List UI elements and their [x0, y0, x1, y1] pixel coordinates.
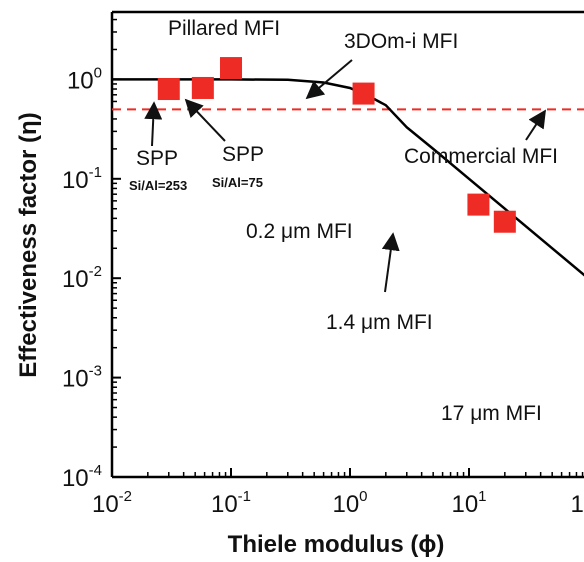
- y-tick-label: 10-2: [62, 263, 102, 293]
- label-commercial: Commercial MFI: [404, 145, 558, 168]
- x-tick-label: 102: [570, 488, 584, 518]
- label-spp-1: SPP: [136, 147, 178, 170]
- data-point: [493, 210, 516, 233]
- data-point: [352, 82, 375, 105]
- annotations: Pillared MFI 3DOm-i MFI Commercial MFI S…: [129, 17, 558, 425]
- arrow-commercial: [525, 109, 546, 141]
- label-spp-1-ratio: Si/Al=253: [129, 178, 187, 193]
- x-tick-label: 10-1: [211, 488, 251, 518]
- arrow-3dom: [305, 59, 353, 100]
- label-mfi-0-2: 0.2 μm MFI: [246, 220, 353, 243]
- label-spp-2-ratio: Si/Al=75: [212, 175, 263, 190]
- data-point: [220, 57, 242, 80]
- y-tick-label: 10-3: [62, 363, 102, 393]
- x-tick-label: 101: [451, 488, 486, 518]
- x-tick-label: 100: [332, 488, 367, 518]
- data-point: [467, 193, 490, 216]
- x-axis-title: Thiele modulus (ϕ): [228, 531, 445, 558]
- arrow-spp-1: [144, 101, 163, 147]
- y-axis-title: Effectiveness factor (η): [15, 112, 42, 377]
- arrow-mfi-1-4: [381, 232, 400, 293]
- axis-ticks: [111, 18, 584, 478]
- data-points: [157, 57, 516, 233]
- data-point: [157, 78, 180, 101]
- label-spp-2: SPP: [222, 143, 264, 166]
- label-3dom: 3DOm-i MFI: [344, 30, 458, 53]
- label-mfi-17: 17 μm MFI: [441, 402, 542, 425]
- theory-curve: [112, 78, 584, 277]
- label-pillared: Pillared MFI: [168, 17, 280, 40]
- y-tick-label: 10-1: [62, 164, 102, 194]
- label-mfi-1-4: 1.4 μm MFI: [326, 311, 433, 334]
- data-point: [191, 76, 214, 99]
- x-tick-label: 10-2: [92, 488, 132, 518]
- y-tick-label: 100: [67, 64, 102, 94]
- y-tick-label: 10-4: [62, 462, 102, 492]
- arrow-spp-2: [184, 98, 226, 142]
